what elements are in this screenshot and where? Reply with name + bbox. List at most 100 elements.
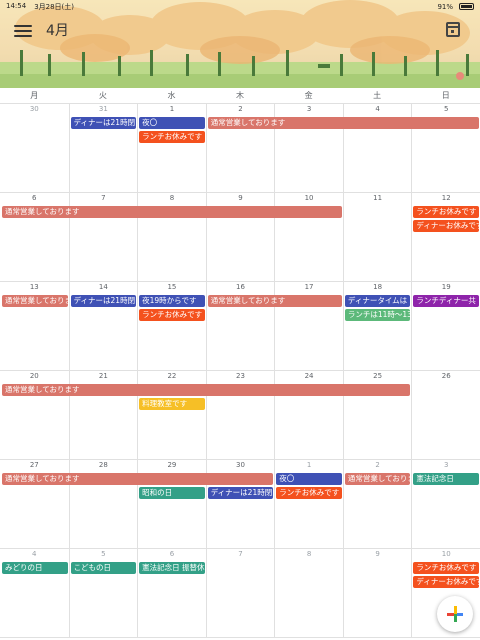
event-chip[interactable]: 昭和の日 bbox=[139, 487, 205, 499]
day-number: 4 bbox=[375, 105, 380, 113]
event-chip[interactable]: ディナーは21時閉 bbox=[70, 117, 137, 129]
event-chip[interactable]: 通常営業しております bbox=[2, 473, 274, 485]
event-chip[interactable]: 通常営業しております bbox=[207, 295, 342, 307]
week-row: 13 14 15 16 17 18 19 通常営業しておりま ディナーは21時閉 夜19時からです… bbox=[0, 282, 480, 371]
today-calendar-icon[interactable] bbox=[446, 22, 460, 37]
day-cell[interactable]: 1 bbox=[274, 460, 343, 549]
day-number: 15 bbox=[167, 283, 177, 291]
day-cell[interactable]: 23 bbox=[205, 371, 275, 460]
day-cell[interactable]: 30 bbox=[0, 104, 69, 193]
day-number: 24 bbox=[304, 372, 314, 380]
day-cell[interactable]: 8 bbox=[137, 193, 206, 282]
day-cell[interactable]: 7 bbox=[68, 193, 138, 282]
day-cell[interactable]: 8 bbox=[274, 549, 343, 638]
day-number: 3 bbox=[443, 461, 449, 469]
event-chip[interactable]: 夜19時からです bbox=[139, 295, 205, 307]
event-chip[interactable]: ディナーは21時閉 bbox=[70, 295, 137, 307]
day-cell[interactable]: 1 bbox=[137, 104, 206, 193]
event-chip[interactable]: ランチお休みです bbox=[413, 206, 479, 218]
weekday-label: 木 bbox=[236, 91, 245, 100]
day-cell[interactable]: 15 bbox=[137, 282, 206, 371]
event-chip[interactable]: ディナータイムは bbox=[344, 295, 411, 307]
day-cell[interactable]: 26 bbox=[411, 371, 480, 460]
status-date: 3月28日(土) bbox=[34, 2, 75, 11]
day-cell[interactable]: 20 bbox=[0, 371, 69, 460]
event-chip[interactable]: ランチお休みです bbox=[413, 562, 479, 574]
day-number: 22 bbox=[167, 372, 177, 380]
day-number: 13 bbox=[29, 283, 39, 291]
day-number: 2 bbox=[238, 105, 243, 113]
event-chip[interactable]: 通常営業しております bbox=[207, 117, 479, 129]
day-cell[interactable]: 24 bbox=[274, 371, 343, 460]
day-cell[interactable]: 28 bbox=[68, 460, 138, 549]
day-cell[interactable]: 6 bbox=[137, 549, 206, 638]
week-row: 4 5 6 7 8 9 10 みどりの日 こどもの日 憲法記念日 振替休 ランチお休みです ディナーお… bbox=[0, 549, 480, 638]
event-chip[interactable]: 通常営業しておりま bbox=[344, 473, 411, 485]
event-chip[interactable]: こどもの日 bbox=[70, 562, 137, 574]
day-cell[interactable]: 16 bbox=[205, 282, 275, 371]
day-cell[interactable]: 13 bbox=[0, 282, 69, 371]
event-chip[interactable]: ランチお休みです bbox=[139, 309, 205, 321]
day-number: 1 bbox=[306, 461, 312, 469]
menu-button[interactable] bbox=[14, 22, 32, 38]
day-cell[interactable]: 31 bbox=[68, 104, 138, 193]
day-cell[interactable]: 3 bbox=[274, 104, 343, 193]
day-cell[interactable]: 10 bbox=[411, 549, 480, 638]
day-cell[interactable]: 9 bbox=[342, 549, 412, 638]
day-number: 21 bbox=[98, 372, 108, 380]
event-chip[interactable]: 通常営業しております bbox=[2, 384, 411, 396]
day-cell[interactable]: 11 bbox=[342, 193, 412, 282]
day-cell[interactable]: 22 bbox=[137, 371, 206, 460]
day-cell[interactable]: 9 bbox=[205, 193, 275, 282]
day-cell[interactable]: 7 bbox=[205, 549, 275, 638]
day-number: 14 bbox=[98, 283, 108, 291]
event-chip[interactable]: 憲法記念日 bbox=[413, 473, 479, 485]
day-cell[interactable]: 12 bbox=[411, 193, 480, 282]
week-row: 6 7 8 9 10 11 12 通常営業しております ランチお休みです ディナーお休みです bbox=[0, 193, 480, 282]
day-number: 10 bbox=[441, 550, 451, 558]
event-chip[interactable]: 夜〇 bbox=[139, 117, 205, 129]
day-cell[interactable]: 29 bbox=[137, 460, 206, 549]
create-event-button[interactable] bbox=[437, 596, 473, 632]
day-cell[interactable]: 6 bbox=[0, 193, 69, 282]
day-number: 16 bbox=[236, 283, 245, 291]
day-cell[interactable]: 10 bbox=[274, 193, 343, 282]
day-cell[interactable]: 21 bbox=[68, 371, 138, 460]
event-chip[interactable]: ディナーお休みです bbox=[413, 220, 479, 232]
status-bar: 14:54 3月28日(土) 91% bbox=[0, 0, 480, 13]
event-chip[interactable]: ランチお休みです bbox=[139, 131, 205, 143]
event-chip[interactable]: 憲法記念日 振替休 bbox=[139, 562, 205, 574]
day-cell[interactable]: 25 bbox=[342, 371, 412, 460]
day-number: 27 bbox=[29, 461, 39, 469]
day-cell[interactable]: 5 bbox=[68, 549, 138, 638]
week-row: 20 21 22 23 24 25 26 通常営業しております料理教室です bbox=[0, 371, 480, 460]
day-cell[interactable]: 5 bbox=[411, 104, 480, 193]
event-chip[interactable]: 料理教室です bbox=[139, 398, 205, 410]
event-chip[interactable]: 通常営業しておりま bbox=[2, 295, 68, 307]
event-chip[interactable]: ランチは11時〜13 bbox=[344, 309, 411, 321]
day-cell[interactable]: 30 bbox=[205, 460, 275, 549]
day-cell[interactable]: 18 bbox=[342, 282, 412, 371]
day-number: 8 bbox=[169, 194, 175, 202]
event-chip[interactable]: ランチお休みです bbox=[276, 487, 342, 499]
day-cell[interactable]: 4 bbox=[342, 104, 412, 193]
day-cell[interactable]: 17 bbox=[274, 282, 343, 371]
day-cell[interactable]: 27 bbox=[0, 460, 69, 549]
event-chip[interactable]: ディナーお休みです bbox=[413, 576, 479, 588]
day-cell[interactable]: 2 bbox=[342, 460, 412, 549]
event-chip[interactable]: みどりの日 bbox=[2, 562, 68, 574]
day-cell[interactable]: 2 bbox=[205, 104, 275, 193]
day-cell[interactable]: 4 bbox=[0, 549, 69, 638]
status-time: 14:54 bbox=[6, 1, 27, 10]
day-cell[interactable]: 19 bbox=[411, 282, 480, 371]
day-number: 30 bbox=[29, 105, 39, 113]
event-chip[interactable]: 夜〇 bbox=[276, 473, 342, 485]
day-number: 2 bbox=[375, 461, 380, 469]
event-chip[interactable]: 通常営業しております bbox=[2, 206, 342, 218]
day-cell[interactable]: 14 bbox=[68, 282, 138, 371]
weekday-label: 金 bbox=[304, 91, 313, 100]
event-chip[interactable]: ディナーは21時閉 bbox=[207, 487, 274, 499]
day-cell[interactable]: 3 bbox=[411, 460, 480, 549]
event-chip[interactable]: ランチディナー共 bbox=[413, 295, 479, 307]
day-number: 7 bbox=[101, 194, 106, 202]
